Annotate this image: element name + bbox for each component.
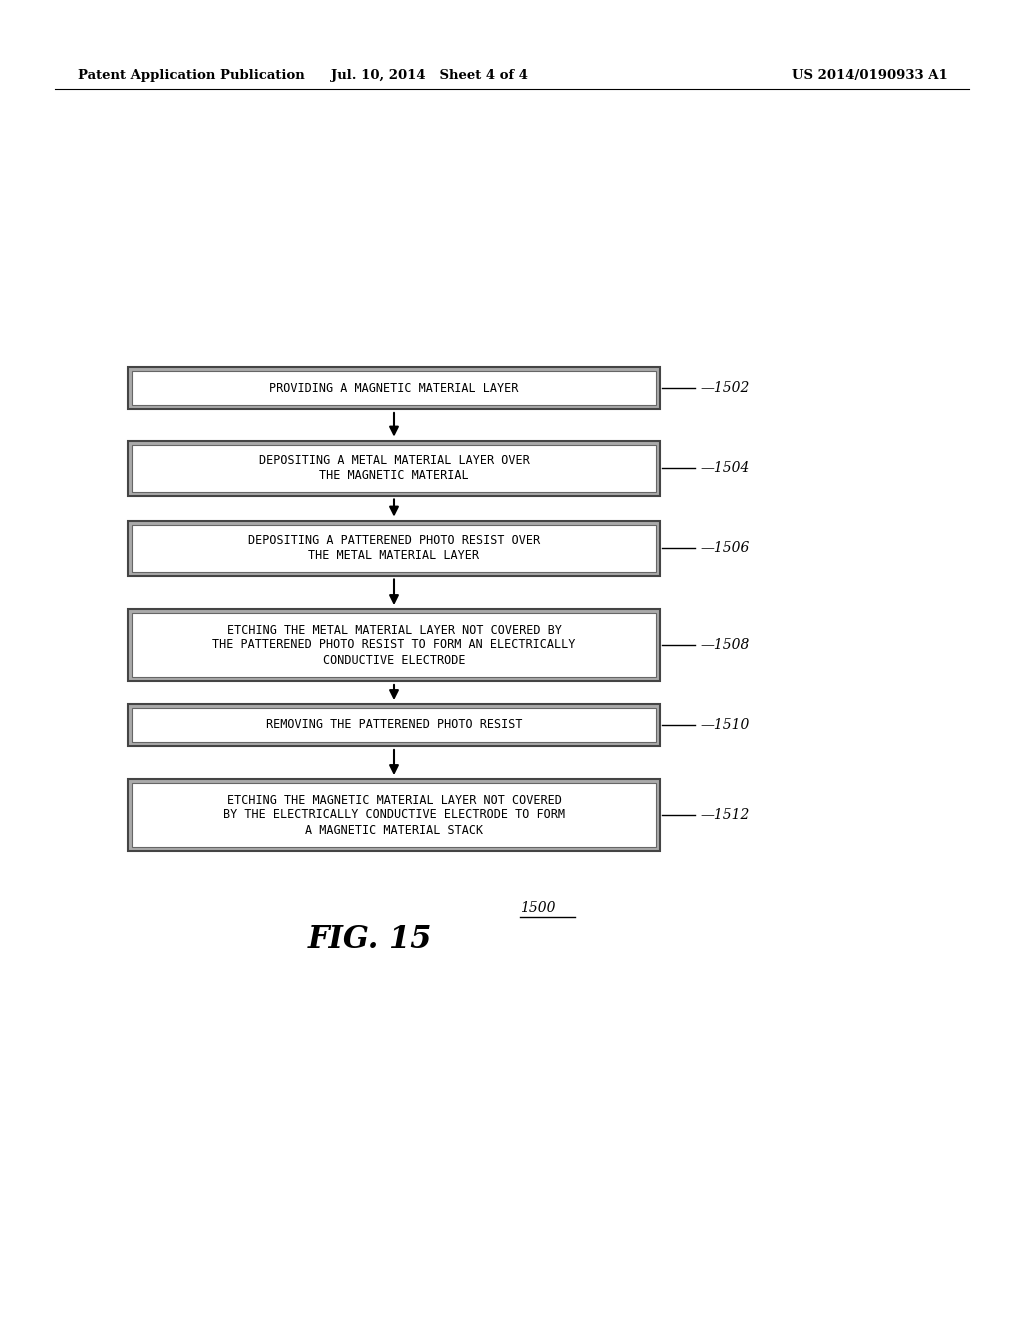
Bar	[128, 779, 660, 851]
Bar	[128, 441, 660, 495]
Bar	[128, 367, 660, 409]
Bar	[128, 704, 660, 746]
Bar	[128, 704, 660, 746]
Text: PROVIDING A MAGNETIC MATERIAL LAYER: PROVIDING A MAGNETIC MATERIAL LAYER	[269, 381, 519, 395]
Bar	[128, 779, 660, 851]
Bar	[132, 445, 656, 491]
Text: —1512: —1512	[700, 808, 750, 822]
Text: —1510: —1510	[700, 718, 750, 733]
Bar	[128, 609, 660, 681]
Text: ETCHING THE MAGNETIC MATERIAL LAYER NOT COVERED
BY THE ELECTRICALLY CONDUCTIVE E: ETCHING THE MAGNETIC MATERIAL LAYER NOT …	[223, 793, 565, 837]
Text: ETCHING THE METAL MATERIAL LAYER NOT COVERED BY
THE PATTERENED PHOTO RESIST TO F: ETCHING THE METAL MATERIAL LAYER NOT COV…	[212, 623, 575, 667]
Text: 1500: 1500	[520, 902, 555, 915]
Bar	[132, 708, 656, 742]
Bar	[132, 524, 656, 572]
Text: Patent Application Publication: Patent Application Publication	[78, 69, 305, 82]
Text: —1508: —1508	[700, 638, 750, 652]
Bar	[132, 371, 656, 405]
Text: Jul. 10, 2014   Sheet 4 of 4: Jul. 10, 2014 Sheet 4 of 4	[332, 69, 528, 82]
Text: FIG. 15: FIG. 15	[308, 924, 432, 956]
Text: US 2014/0190933 A1: US 2014/0190933 A1	[793, 69, 948, 82]
Bar	[128, 441, 660, 495]
Text: —1506: —1506	[700, 541, 750, 554]
Text: REMOVING THE PATTERENED PHOTO RESIST: REMOVING THE PATTERENED PHOTO RESIST	[266, 718, 522, 731]
Bar	[128, 520, 660, 576]
Bar	[128, 520, 660, 576]
Text: —1502: —1502	[700, 381, 750, 395]
Bar	[132, 783, 656, 847]
Text: DEPOSITING A METAL MATERIAL LAYER OVER
THE MAGNETIC MATERIAL: DEPOSITING A METAL MATERIAL LAYER OVER T…	[259, 454, 529, 482]
Text: DEPOSITING A PATTERENED PHOTO RESIST OVER
THE METAL MATERIAL LAYER: DEPOSITING A PATTERENED PHOTO RESIST OVE…	[248, 535, 540, 562]
Bar	[132, 612, 656, 677]
Bar	[128, 609, 660, 681]
Bar	[128, 367, 660, 409]
Text: —1504: —1504	[700, 461, 750, 475]
